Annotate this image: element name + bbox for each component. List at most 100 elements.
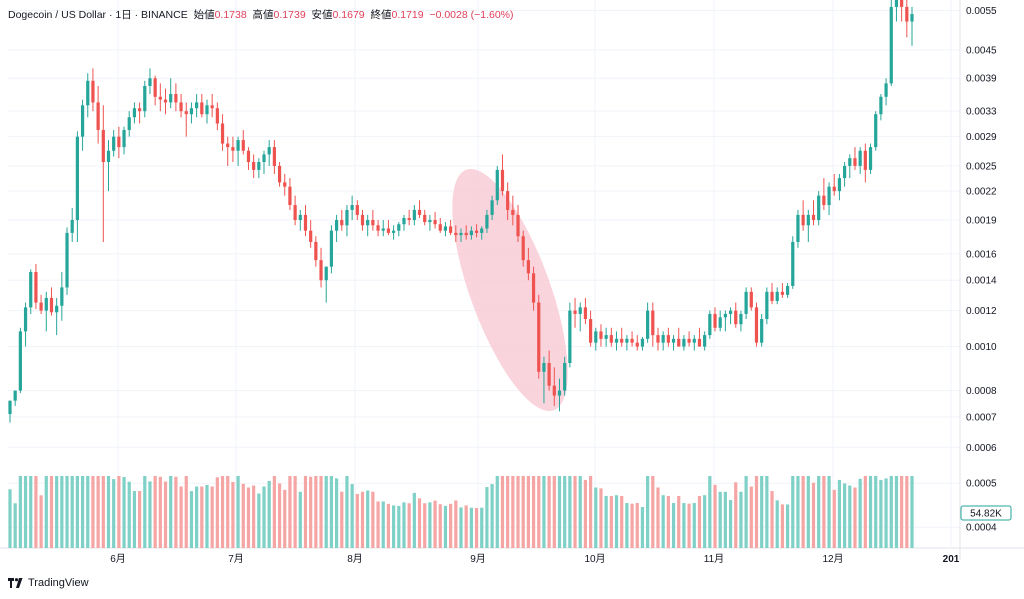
y-tick-label: 0.0006 <box>966 443 997 454</box>
volume-bar <box>832 489 836 548</box>
y-tick-label: 0.0007 <box>966 412 997 423</box>
volume-bar <box>682 503 686 548</box>
candle-body <box>884 83 888 97</box>
candle-body <box>573 310 577 314</box>
volume-bar <box>516 476 520 548</box>
candle-body <box>23 307 28 332</box>
volume-bar <box>817 476 821 548</box>
x-tick-label: 6月 <box>110 553 126 565</box>
candle-body <box>651 310 655 336</box>
candle-body <box>469 230 473 236</box>
volume-bar <box>547 476 551 548</box>
volume-bar <box>397 505 401 548</box>
candle-body <box>521 236 525 261</box>
candle-body <box>889 6 893 84</box>
volume-bar <box>687 503 691 548</box>
volume-bar <box>713 484 717 548</box>
candle-body <box>29 271 33 308</box>
volume-bar <box>692 503 696 548</box>
candle-body <box>697 338 702 347</box>
volume-bar <box>889 476 893 548</box>
candle-body <box>578 307 582 314</box>
volume-bar <box>625 503 629 548</box>
candle-body <box>775 291 779 302</box>
candle-body <box>848 158 852 166</box>
volume-bar <box>620 495 624 548</box>
candle-body <box>376 225 380 231</box>
volume-bar <box>635 503 639 548</box>
volume-bar <box>578 476 582 548</box>
volume-bar <box>417 498 422 548</box>
x-tick-label: 12月 <box>822 553 843 565</box>
candle-body <box>734 310 738 325</box>
candle-body <box>428 220 432 223</box>
candle-body <box>65 232 69 288</box>
x-tick-label: 11月 <box>704 553 724 565</box>
candle-body <box>215 108 219 124</box>
candle-body <box>324 266 328 281</box>
volume-bar <box>298 491 302 548</box>
volume-bar <box>112 479 116 548</box>
tradingview-brand[interactable]: TradingView <box>8 577 89 589</box>
candle-body <box>319 260 323 281</box>
y-tick-label: 0.0055 <box>966 6 997 17</box>
volume-bar <box>423 503 427 548</box>
candle-body <box>433 220 437 225</box>
candle-body <box>360 214 365 226</box>
volume-bar <box>257 493 261 548</box>
candle-body <box>39 302 43 311</box>
y-tick-label: 0.0045 <box>966 46 997 57</box>
volume-bar <box>101 476 105 548</box>
volume-bar <box>433 500 437 548</box>
volume-bar <box>340 491 344 548</box>
candle-body <box>112 136 116 151</box>
change-value: −0.0028 (−1.60%) <box>429 9 514 21</box>
x-tick-label: 7月 <box>228 553 244 565</box>
candle-body <box>785 285 790 295</box>
y-tick-label: 0.0022 <box>966 187 997 198</box>
volume-bar <box>780 504 785 548</box>
candle-body <box>640 338 645 347</box>
volume-bar <box>60 476 64 548</box>
candle-body <box>122 129 126 148</box>
candle-body <box>132 108 137 118</box>
candle-body <box>309 230 313 242</box>
candle-body <box>526 260 530 274</box>
volume-bar <box>837 479 842 548</box>
x-tick-label: 10月 <box>584 553 605 565</box>
candle-body <box>210 105 214 109</box>
candle-body <box>547 363 551 386</box>
symbol-label[interactable]: Dogecoin / US Dollar · 1日 · BINANCE <box>8 9 188 21</box>
volume-bar <box>848 485 852 548</box>
close-label: 終値 <box>370 9 392 21</box>
volume-bar <box>158 476 162 548</box>
volume-bar <box>34 476 38 548</box>
volume-bar <box>879 479 883 548</box>
volume-bar <box>215 477 219 548</box>
candle-body <box>837 178 842 192</box>
candle-body <box>117 136 121 148</box>
candle-body <box>625 338 629 343</box>
volume-bar <box>609 495 613 548</box>
volume-bar <box>588 476 593 548</box>
candle-body <box>55 305 59 313</box>
candle-body <box>557 390 562 396</box>
candle-body <box>200 102 204 115</box>
volume-bar <box>153 476 157 548</box>
volume-bar <box>86 476 90 548</box>
candle-body <box>283 182 287 187</box>
volume-bar <box>765 476 769 548</box>
volume-bar <box>334 478 339 548</box>
candle-body <box>780 291 785 295</box>
volume-bar <box>868 476 873 548</box>
candle-body <box>806 214 810 226</box>
tradingview-logo-icon <box>8 578 23 588</box>
candle-body <box>516 214 520 237</box>
volume-bar <box>184 476 188 548</box>
volume-bar <box>345 476 349 548</box>
candle-body <box>656 335 660 343</box>
volume-bar <box>734 482 738 548</box>
volume-bar <box>272 476 276 548</box>
volume-bar <box>723 491 727 548</box>
